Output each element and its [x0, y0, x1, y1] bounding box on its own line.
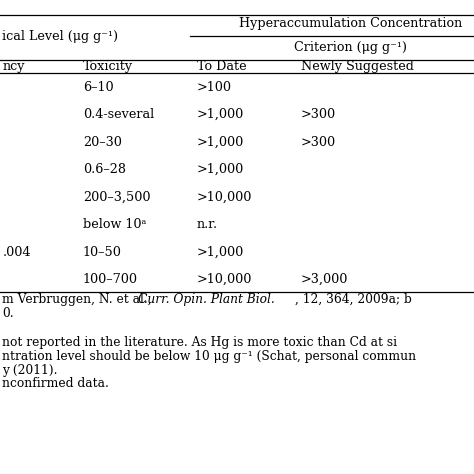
- Text: Criterion (μg g⁻¹): Criterion (μg g⁻¹): [294, 41, 407, 54]
- Text: .004: .004: [2, 246, 31, 259]
- Text: To Date: To Date: [197, 60, 246, 73]
- Text: >1,000: >1,000: [197, 108, 244, 121]
- Text: 6–10: 6–10: [83, 81, 114, 94]
- Text: 0.4-several: 0.4-several: [83, 108, 154, 121]
- Text: ncy: ncy: [2, 60, 25, 73]
- Text: Newly Suggested: Newly Suggested: [301, 60, 414, 73]
- Text: n.r.: n.r.: [197, 218, 218, 231]
- Text: >1,000: >1,000: [197, 246, 244, 259]
- Text: below 10ᵃ: below 10ᵃ: [83, 218, 146, 231]
- Text: , 12, 364, 2009a; b: , 12, 364, 2009a; b: [295, 293, 412, 306]
- Text: >1,000: >1,000: [197, 136, 244, 149]
- Text: 100–700: 100–700: [83, 273, 138, 286]
- Text: Curr. Opin. Plant Biol.: Curr. Opin. Plant Biol.: [138, 293, 275, 306]
- Text: m Verbruggen, N. et al.,: m Verbruggen, N. et al.,: [2, 293, 156, 306]
- Text: >10,000: >10,000: [197, 273, 252, 286]
- Text: >300: >300: [301, 108, 336, 121]
- Text: >300: >300: [301, 136, 336, 149]
- Text: >10,000: >10,000: [197, 191, 252, 204]
- Text: y (2011).: y (2011).: [2, 364, 58, 377]
- Text: 20–30: 20–30: [83, 136, 122, 149]
- Text: 0.: 0.: [2, 307, 14, 320]
- Text: >1,000: >1,000: [197, 163, 244, 176]
- Text: ntration level should be below 10 μg g⁻¹ (Schat, personal commun: ntration level should be below 10 μg g⁻¹…: [2, 350, 417, 363]
- Text: ical Level (μg g⁻¹): ical Level (μg g⁻¹): [2, 30, 118, 44]
- Text: 200–3,500: 200–3,500: [83, 191, 150, 204]
- Text: Toxicity: Toxicity: [83, 60, 133, 73]
- Text: Hyperaccumulation Concentration: Hyperaccumulation Concentration: [239, 17, 462, 30]
- Text: nconfirmed data.: nconfirmed data.: [2, 377, 109, 391]
- Text: 10–50: 10–50: [83, 246, 122, 259]
- Text: >3,000: >3,000: [301, 273, 348, 286]
- Text: >100: >100: [197, 81, 232, 94]
- Text: 0.6–28: 0.6–28: [83, 163, 126, 176]
- Text: not reported in the literature. As Hg is more toxic than Cd at si: not reported in the literature. As Hg is…: [2, 336, 398, 349]
